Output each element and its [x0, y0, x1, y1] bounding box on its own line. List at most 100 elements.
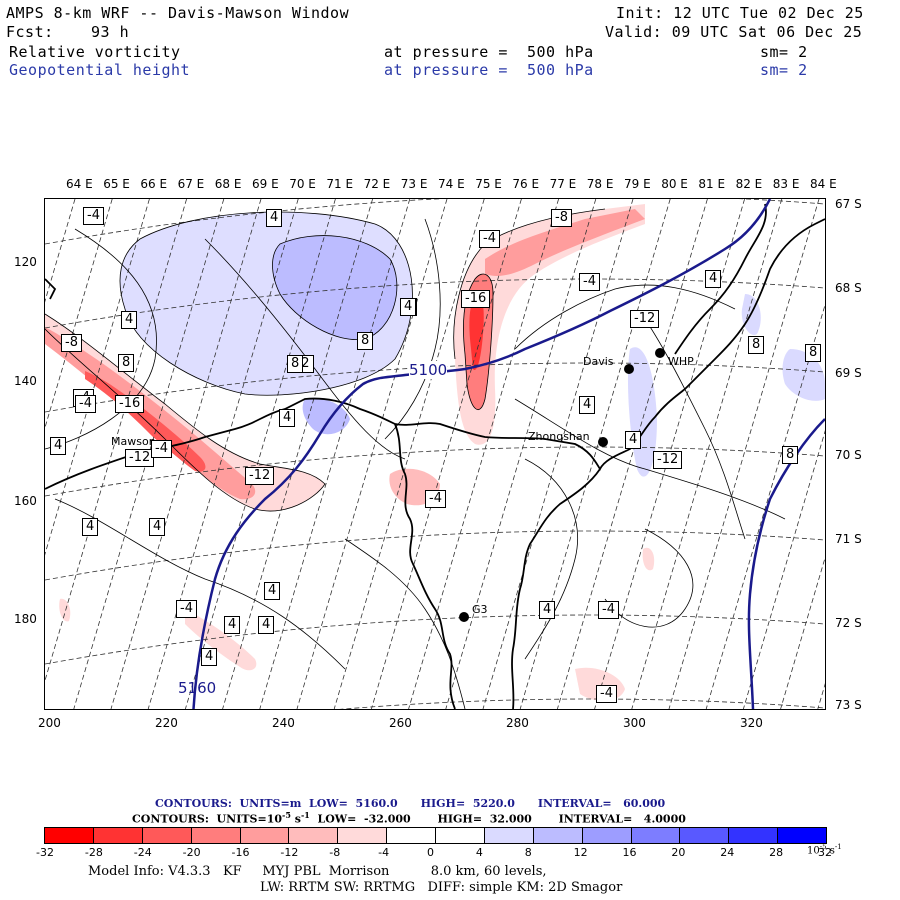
whp-label: WHP — [668, 355, 694, 368]
vorticity-contours — [45, 208, 786, 709]
latitude-label: 67 S — [835, 197, 862, 211]
meridian-line — [259, 199, 411, 709]
colorbar-cell — [679, 827, 730, 844]
longitude-label: 79 E — [624, 177, 651, 191]
meridian-line — [147, 199, 299, 709]
latitude-label: 69 S — [835, 366, 862, 380]
colorbar-cell — [190, 827, 241, 844]
vorticity-contour-info: CONTOURS: UNITS=10-5 s-1 LOW= -32.000 HI… — [132, 810, 686, 826]
map-title: AMPS 8-km WRF -- Davis-Mawson Window — [6, 4, 350, 22]
meridian-line — [705, 303, 825, 709]
colorbar-cell — [777, 827, 827, 844]
colorbar-tick: -12 — [280, 846, 299, 859]
vorticity-contour-label: -4 — [83, 207, 104, 225]
colorbar-cell — [92, 827, 143, 844]
colorbar-tick: 28 — [769, 846, 784, 859]
colorbar-tick: -32 — [36, 846, 54, 859]
davis-label: Davis — [583, 355, 614, 368]
parallel-line — [45, 530, 825, 581]
vorticity-contour-label: -8 — [61, 334, 82, 352]
forecast-label: Fcst: — [6, 23, 54, 41]
meridian-line — [45, 199, 113, 429]
vorticity-contour-label: -4 — [579, 273, 600, 291]
colorbar-cell — [483, 827, 534, 844]
init-time: Init: 12 UTC Tue 02 Dec 25 — [616, 4, 864, 22]
colorbar-tick: -4 — [378, 846, 390, 859]
colorbar-tick: 8 — [524, 846, 532, 859]
colorbar-units: 10-5 s-1 — [807, 843, 842, 857]
vorticity-contour-label: 4 — [258, 616, 275, 634]
x-tick-label: 280 — [506, 716, 529, 730]
davis-station-dot — [624, 364, 634, 374]
vorticity-contour-label: 4 — [625, 431, 642, 449]
longitude-label: 67 E — [177, 177, 205, 191]
colorbar-cell — [288, 827, 339, 844]
colorbar-tick: -8 — [329, 846, 341, 859]
height-label-5100: 5100 — [409, 361, 448, 379]
colorbar-cell — [141, 827, 192, 844]
zhongshan-label: Zhongshan — [528, 430, 590, 443]
model-physics: LW: RRTM SW: RRTMG DIFF: simple KM: 2D S… — [260, 880, 623, 895]
vorticity-contour-label: -4 — [596, 685, 617, 703]
field1-smoothing: sm= 2 — [760, 43, 808, 61]
meridian-line — [45, 199, 187, 682]
negative-vorticity-patch-far-sw — [59, 598, 71, 622]
longitude-label: 75 E — [475, 177, 502, 191]
vorticity-contour-label: 4 — [705, 270, 722, 288]
meridian-line — [185, 199, 336, 709]
vorticity-contour-label: 4 — [539, 601, 556, 619]
strong-positive-vorticity-core — [272, 235, 397, 340]
colorbar-cell — [386, 827, 436, 844]
vorticity-contour-label: -4 — [598, 601, 619, 619]
vorticity-contour-label: 4 — [266, 209, 283, 227]
longitude-label: 74 E — [438, 177, 465, 191]
meridian-line — [110, 199, 262, 709]
height-contour-5100 — [192, 199, 772, 709]
colorbar-cell — [532, 827, 583, 844]
vorticity-contour-label: 8 — [782, 446, 799, 464]
colorbar-cell — [581, 827, 632, 844]
parallel-line — [45, 446, 825, 497]
colorbar-tick: -24 — [133, 846, 152, 859]
colorbar-cell — [44, 827, 94, 844]
height-label-5160: 5160 — [178, 679, 217, 697]
meridian-line — [743, 430, 825, 709]
vorticity-contour-label: 8 — [287, 355, 304, 373]
field1-level: at pressure = 500 hPa — [384, 43, 594, 61]
vorticity-contour-label: -4 — [479, 230, 500, 248]
g3-label: G3 — [472, 603, 488, 616]
field1-name: Relative vorticity — [9, 43, 181, 61]
meridian-line — [668, 199, 820, 709]
longitude-label: 65 E — [103, 177, 130, 191]
parallel-line — [339, 698, 825, 709]
field2-level: at pressure = 500 hPa — [384, 61, 594, 79]
meridian-line — [408, 199, 559, 709]
longitude-label: 84 E — [810, 177, 837, 191]
vorticity-contour-label: -16 — [115, 395, 145, 413]
colorbar-tick: 20 — [671, 846, 686, 859]
vorticity-contour-label: -4 — [425, 490, 446, 508]
height-contour-info: CONTOURS: UNITS=m LOW= 5160.0 HIGH= 5220… — [155, 797, 666, 810]
mawson-label: Mawson — [111, 435, 156, 448]
lat-lon-grid — [45, 199, 825, 709]
colorbar-cell — [435, 827, 485, 844]
map-panel[interactable]: Mawson Davis WHP Zhongshan G3 5100 5160 … — [44, 198, 826, 710]
vorticity-contour-label: 4 — [50, 437, 67, 455]
negative-vorticity-patch-sw — [185, 609, 257, 671]
longitude-label: 68 E — [214, 177, 242, 191]
vorticity-contour-label: -12 — [245, 467, 275, 485]
parallel-line — [45, 278, 825, 329]
x-tick-label: 300 — [623, 716, 646, 730]
meridian-line — [45, 199, 150, 556]
vorticity-contour-label: -12 — [653, 451, 683, 469]
vorticity-contour-label: 4 — [279, 409, 296, 427]
longitude-label: 76 E — [512, 177, 540, 191]
latitude-label: 72 S — [835, 616, 862, 630]
colorbar-tick: -28 — [84, 846, 103, 859]
vorticity-contour-label: 4 — [82, 518, 99, 536]
x-tick-label: 200 — [38, 716, 61, 730]
longitude-label: 77 E — [549, 177, 577, 191]
y-tick-label: 140 — [14, 374, 37, 388]
vorticity-contour-label: 4 — [149, 518, 166, 536]
colorbar-cell — [239, 827, 290, 844]
